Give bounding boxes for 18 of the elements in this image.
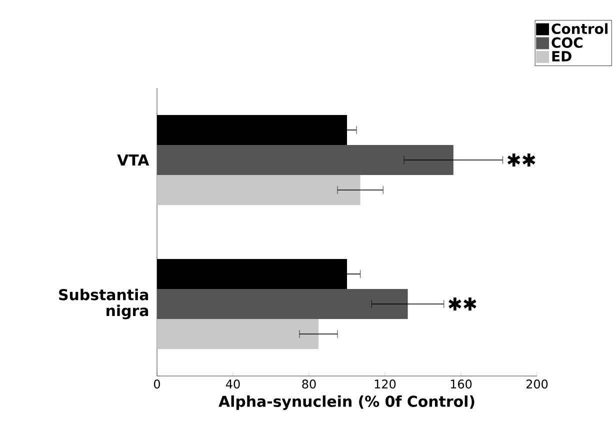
y-tick-label: Substantia nigra [59, 288, 148, 320]
y-tick-label: VTA [117, 154, 150, 166]
x-tick-label: 0 [154, 380, 160, 389]
bar [157, 289, 408, 320]
bar [157, 319, 319, 350]
x-axis-title: Alpha-synuclein (% 0f Control) [218, 395, 474, 410]
x-tick-label: 40 [226, 380, 240, 389]
legend-label: ED [552, 51, 572, 62]
x-tick-label: 80 [302, 380, 316, 389]
bar [157, 175, 360, 206]
legend-label: COC [552, 37, 582, 48]
annotation: ✱✱ [448, 297, 476, 311]
annotation: ✱✱ [507, 153, 536, 167]
bar [157, 145, 454, 176]
legend-label: Control [552, 23, 608, 34]
x-tick-label: 120 [374, 380, 396, 389]
x-tick-label: 200 [526, 380, 548, 389]
x-tick-label: 160 [450, 380, 472, 389]
